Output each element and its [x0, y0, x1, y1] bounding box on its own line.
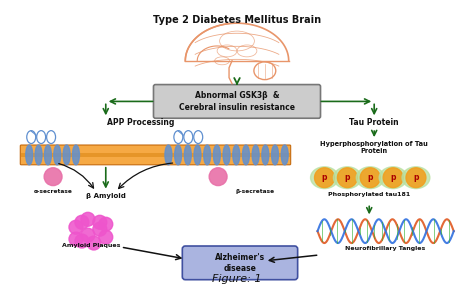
Text: α-secretase: α-secretase [34, 188, 73, 194]
FancyBboxPatch shape [20, 145, 291, 165]
Ellipse shape [213, 145, 220, 165]
Text: p: p [413, 173, 419, 182]
FancyBboxPatch shape [154, 85, 320, 118]
Ellipse shape [252, 145, 259, 165]
Ellipse shape [233, 145, 240, 165]
Circle shape [75, 215, 89, 229]
Circle shape [81, 212, 95, 226]
Circle shape [93, 215, 107, 229]
Text: p: p [322, 173, 327, 182]
Circle shape [87, 236, 101, 250]
Text: p: p [390, 173, 396, 182]
Ellipse shape [45, 145, 51, 165]
FancyBboxPatch shape [182, 246, 298, 280]
Ellipse shape [272, 145, 279, 165]
Circle shape [93, 222, 107, 236]
Text: β-secretase: β-secretase [235, 188, 274, 194]
Circle shape [315, 168, 335, 188]
Ellipse shape [402, 167, 430, 188]
Text: Abnormal GSK3β  &
Cerebral insulin resistance: Abnormal GSK3β & Cerebral insulin resist… [179, 91, 295, 112]
Ellipse shape [204, 145, 210, 165]
Circle shape [337, 168, 357, 188]
Ellipse shape [73, 145, 80, 165]
Text: Phosphorylated tau181: Phosphorylated tau181 [328, 192, 410, 197]
Ellipse shape [243, 145, 249, 165]
Text: p: p [367, 173, 373, 182]
Ellipse shape [63, 145, 70, 165]
Ellipse shape [281, 145, 288, 165]
Ellipse shape [310, 167, 338, 188]
Circle shape [360, 168, 380, 188]
Circle shape [406, 168, 426, 188]
Ellipse shape [356, 167, 384, 188]
Text: β Amyloid: β Amyloid [86, 192, 126, 199]
Bar [21, 153, 290, 157]
Circle shape [209, 168, 227, 186]
Circle shape [99, 230, 113, 244]
Circle shape [69, 220, 83, 234]
Circle shape [99, 217, 113, 231]
Ellipse shape [35, 145, 42, 165]
Text: Tau Protein: Tau Protein [349, 118, 399, 127]
Circle shape [44, 168, 62, 186]
Ellipse shape [194, 145, 201, 165]
Circle shape [75, 234, 89, 248]
Text: Neurofibrillary Tangles: Neurofibrillary Tangles [345, 246, 425, 251]
Text: APP Processing: APP Processing [107, 118, 174, 127]
Ellipse shape [262, 145, 269, 165]
Ellipse shape [184, 145, 191, 165]
Ellipse shape [174, 145, 182, 165]
Text: Figure: 1: Figure: 1 [212, 274, 262, 284]
Text: Amyloid Plaques: Amyloid Plaques [62, 243, 120, 248]
Ellipse shape [165, 145, 172, 165]
Circle shape [69, 232, 83, 246]
Text: Hyperphosphorylation of Tau
Protein: Hyperphosphorylation of Tau Protein [320, 141, 428, 154]
Circle shape [383, 168, 403, 188]
Circle shape [81, 228, 95, 242]
Ellipse shape [379, 167, 407, 188]
Ellipse shape [333, 167, 361, 188]
Text: Type 2 Diabetes Mellitus Brain: Type 2 Diabetes Mellitus Brain [153, 15, 321, 25]
Ellipse shape [54, 145, 61, 165]
Text: Alzheimer's
disease: Alzheimer's disease [215, 253, 265, 273]
Text: p: p [345, 173, 350, 182]
Ellipse shape [223, 145, 230, 165]
Ellipse shape [26, 145, 33, 165]
